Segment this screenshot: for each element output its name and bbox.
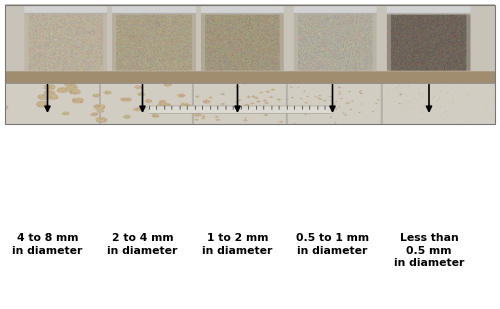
Text: 0.5 to 1 mm
in diameter: 0.5 to 1 mm in diameter	[296, 233, 369, 256]
Text: 4 to 8 mm
in diameter: 4 to 8 mm in diameter	[12, 233, 82, 256]
Text: 1 to 2 mm
in diameter: 1 to 2 mm in diameter	[202, 233, 272, 256]
Text: Less than
0.5 mm
in diameter: Less than 0.5 mm in diameter	[394, 233, 464, 268]
Text: 2 to 4 mm
in diameter: 2 to 4 mm in diameter	[108, 233, 178, 256]
